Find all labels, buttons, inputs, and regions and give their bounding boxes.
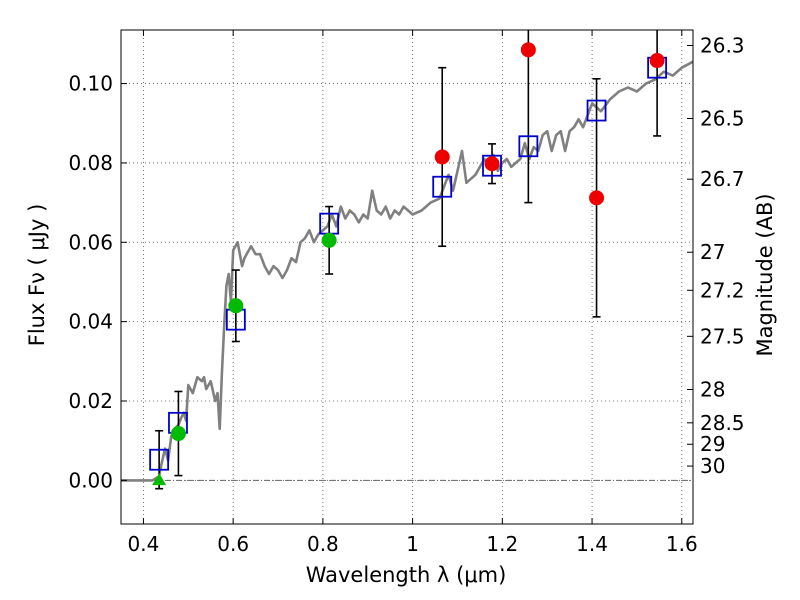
right-tick-label: 27.2 [700, 278, 745, 302]
y-tick-label: 0.04 [68, 310, 113, 334]
photometry-point [649, 53, 665, 69]
photometry-point [434, 149, 450, 165]
right-tick-label: 26.3 [700, 33, 745, 57]
x-tick-label: 1 [406, 532, 419, 556]
x-tick-label: 1.6 [666, 532, 698, 556]
x-tick-label: 1.2 [486, 532, 518, 556]
plot-frame [120, 29, 694, 525]
upper-limit-triangle [152, 473, 167, 486]
right-tick-label: 30 [700, 454, 725, 478]
photometry-point [589, 190, 605, 206]
model-square-marker [149, 448, 170, 471]
right-tick-label: 26.7 [700, 167, 745, 191]
right-tick-label: 28.5 [700, 411, 745, 435]
right-tick-label: 26.5 [700, 106, 745, 130]
axis-ticks: 0.4 0.6 0.8 1 1.2 1.4 1.6 0.00 0.02 0.04 0.06 0.08 0… [68, 30, 745, 556]
spectrum-line [121, 60, 694, 482]
photometry-point [484, 156, 500, 172]
model-square-marker [482, 154, 502, 177]
y-tick-label: 0.08 [68, 151, 113, 175]
y-tick-label: 0.06 [68, 230, 113, 254]
x-tick-label: 1.4 [576, 532, 608, 556]
photometry-point [228, 298, 244, 314]
photometry-point [520, 42, 536, 58]
right-tick-label: 29 [700, 432, 725, 456]
photometry-point [321, 232, 337, 248]
y-tick-label: 0.00 [68, 468, 113, 492]
y-tick-label: 0.10 [68, 72, 113, 96]
right-tick-label: 27.5 [700, 324, 745, 348]
y-tick-label: 0.02 [68, 389, 113, 413]
x-tick-label: 0.8 [307, 532, 339, 556]
plot-area [121, 30, 694, 490]
model-square-marker [518, 135, 539, 158]
x-axis-label: Wavelength λ (μm) [306, 563, 507, 587]
photometry-point [170, 426, 186, 442]
x-tick-label: 0.4 [128, 532, 160, 556]
model-square-marker [432, 175, 453, 198]
y-axis-label-left: Flux Fν ( μJy ) [25, 204, 49, 347]
x-tick-label: 0.6 [217, 532, 249, 556]
y-axis-label-right: Magnitude (AB) [753, 193, 777, 356]
right-tick-label: 28 [700, 377, 725, 401]
right-tick-label: 27 [700, 240, 725, 264]
model-square-marker [586, 99, 607, 122]
